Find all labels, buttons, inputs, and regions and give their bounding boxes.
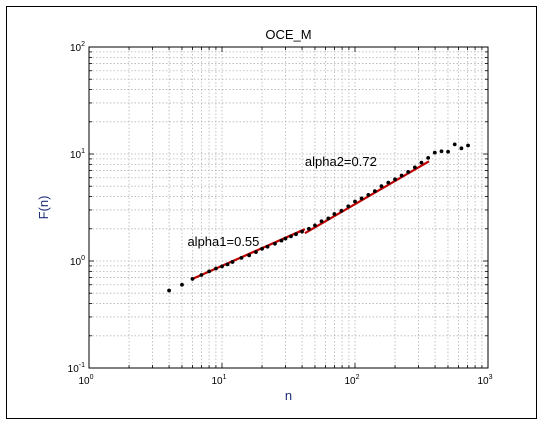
data-point xyxy=(393,177,397,182)
data-point xyxy=(346,204,351,209)
x-axis-label: n xyxy=(285,388,292,403)
chart-title: OCE_M xyxy=(265,27,311,42)
data-point xyxy=(439,149,444,154)
data-point xyxy=(359,196,364,201)
data-point xyxy=(199,273,204,277)
x-tick-label: 103 xyxy=(477,374,492,387)
data-point xyxy=(419,160,424,165)
data-point xyxy=(273,241,277,246)
grid xyxy=(89,47,488,368)
data-point xyxy=(214,266,218,271)
data-point xyxy=(167,288,171,293)
data-point xyxy=(399,173,404,178)
data-point xyxy=(452,142,457,147)
data-point xyxy=(265,244,270,249)
data-point xyxy=(466,143,470,148)
y-tick-label: 100 xyxy=(70,255,85,268)
data-point xyxy=(239,255,244,260)
data-point xyxy=(339,208,344,213)
data-point xyxy=(326,216,331,221)
figure-frame xyxy=(6,6,537,419)
data-point xyxy=(289,234,293,239)
data-point xyxy=(459,146,464,151)
data-point xyxy=(366,192,371,197)
data-point xyxy=(283,236,288,241)
plot-area xyxy=(88,46,489,369)
x-tick-label: 102 xyxy=(344,374,359,387)
data-point xyxy=(230,260,235,264)
axis-ticks xyxy=(88,46,489,369)
data-points xyxy=(167,142,470,293)
data-point xyxy=(225,262,230,267)
data-point xyxy=(180,282,184,287)
data-point xyxy=(300,229,304,234)
data-point xyxy=(406,170,411,174)
fit-annotations: alpha1=0.55 alpha2=0.72 xyxy=(187,154,376,249)
fit-line xyxy=(304,160,430,235)
data-point xyxy=(207,269,212,274)
data-point xyxy=(247,253,252,258)
data-point xyxy=(432,150,437,155)
fit-annotation: alpha1=0.55 xyxy=(187,234,259,249)
y-tick-label: 102 xyxy=(70,41,85,54)
data-point xyxy=(379,184,384,189)
data-point xyxy=(426,155,431,160)
data-point xyxy=(446,149,450,154)
data-point xyxy=(353,199,357,204)
data-point xyxy=(190,277,195,281)
data-point xyxy=(313,223,317,228)
data-point xyxy=(294,232,298,237)
data-point xyxy=(220,264,224,269)
data-point xyxy=(412,165,417,170)
fit-annotation: alpha2=0.72 xyxy=(305,154,377,169)
data-point xyxy=(319,219,324,224)
data-point xyxy=(279,238,284,243)
data-point xyxy=(332,212,337,216)
x-tick-label: 101 xyxy=(211,374,226,387)
data-point xyxy=(260,246,264,251)
data-point xyxy=(386,180,391,185)
data-point xyxy=(372,189,377,194)
y-axis-label: F(n) xyxy=(36,196,51,220)
data-point xyxy=(254,250,258,255)
x-tick-label: 100 xyxy=(78,374,93,387)
y-tick-label: 101 xyxy=(70,148,85,161)
data-point xyxy=(306,226,311,231)
y-tick-label: 10-1 xyxy=(68,362,85,375)
